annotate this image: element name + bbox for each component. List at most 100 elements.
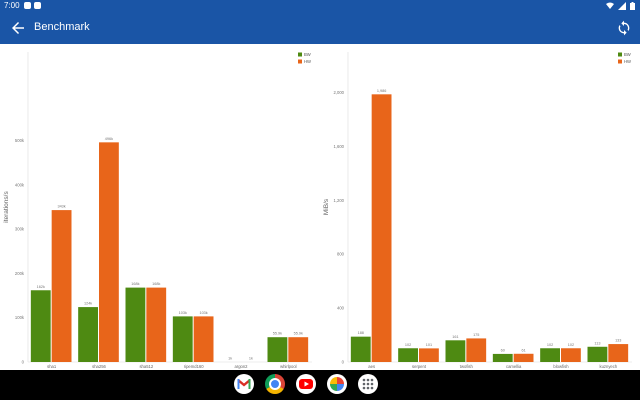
- y-axis-label: MiB/s: [323, 198, 330, 215]
- x-tick-label: twofish: [460, 364, 474, 369]
- bar-bw-sha512: [125, 287, 146, 362]
- bar-hw-sha1: [51, 210, 72, 362]
- hash-benchmark-chart: 0 100k 200k 300k 400k 500k iterations/s 162k 343…: [3, 52, 312, 369]
- bar-bw-ripemd160: [172, 316, 193, 362]
- bar-hw-kuznyech: [608, 344, 629, 362]
- bar-bw-serpent: [398, 348, 418, 362]
- system-icons: [606, 2, 635, 10]
- gear-icon: [24, 2, 31, 9]
- bar-bw-kuznyech: [587, 346, 608, 362]
- y-tick-label: 200k: [15, 271, 25, 276]
- arrow-back-icon[interactable]: [9, 19, 27, 37]
- bar-bw-sha256: [78, 307, 98, 362]
- bar-bw-blowfish: [540, 348, 560, 362]
- x-tick-label: sha256: [92, 364, 106, 369]
- y-tick-label: 300k: [15, 227, 25, 232]
- chrome-icon[interactable]: [265, 374, 285, 394]
- data-label: 161: [452, 335, 458, 339]
- benchmark-content: 0 100k 200k 300k 400k 500k iterations/s 162k 343…: [0, 44, 640, 370]
- bar-bw-sha1: [30, 290, 51, 362]
- legend-swatch-hw: [298, 59, 302, 64]
- data-label: 102: [405, 343, 411, 347]
- legend-label: BW: [304, 52, 311, 57]
- status-time: 7:00: [4, 1, 20, 10]
- gmail-icon[interactable]: [234, 374, 254, 394]
- bar-hw-twofish: [466, 338, 487, 362]
- x-tick-label: camellia: [506, 364, 522, 369]
- y-tick-label: 800: [337, 252, 345, 257]
- x-tick-label: sha1: [47, 364, 57, 369]
- data-label: 175: [473, 333, 479, 337]
- y-tick-label: 400: [337, 306, 345, 311]
- legend-swatch-bw: [298, 52, 302, 57]
- data-label: 1k: [228, 356, 232, 360]
- data-label: 113: [594, 341, 600, 345]
- x-tick-label: sha512: [139, 364, 153, 369]
- bar-bw-camellia: [492, 353, 513, 362]
- data-label: 168k: [131, 282, 139, 286]
- sd-card-icon: [34, 2, 41, 9]
- status-bar: 7:00: [0, 0, 640, 12]
- x-tick-label: blowfish: [553, 364, 569, 369]
- y-tick-label: 1,600: [334, 144, 345, 149]
- y-tick-label: 400k: [15, 182, 25, 187]
- legend-swatch-hw: [618, 59, 622, 64]
- legend-label: HW: [304, 59, 311, 64]
- bar-hw-sha512: [146, 287, 167, 362]
- data-label: 124k: [84, 302, 92, 306]
- data-label: 1k: [249, 356, 253, 360]
- photos-icon[interactable]: [327, 374, 347, 394]
- bar-hw-ripemd160: [193, 316, 214, 362]
- signal-icon: [618, 2, 626, 10]
- cipher-benchmark-chart: 0 400 800 1,200 1,600 2,000 MiB/s 188 1,986 aes 10…: [323, 52, 632, 369]
- data-label: 103k: [199, 311, 207, 315]
- navigation-bar: [0, 370, 640, 400]
- bar-hw-blowfish: [561, 348, 581, 362]
- x-tick-label: ripemd160: [184, 364, 204, 369]
- y-tick-label: 0: [22, 360, 25, 365]
- legend-label: HW: [624, 59, 631, 64]
- y-tick-label: 0: [342, 360, 345, 365]
- data-label: 55.9k: [294, 332, 303, 336]
- refresh-icon[interactable]: [616, 20, 632, 36]
- x-tick-label: serpent: [412, 364, 427, 369]
- legend-swatch-bw: [618, 52, 622, 57]
- apps-icon[interactable]: [358, 374, 378, 394]
- x-tick-label: aes: [368, 364, 375, 369]
- bar-hw-aes: [371, 94, 392, 362]
- data-label: 496k: [105, 137, 113, 141]
- bar-hw-camellia: [513, 353, 534, 362]
- data-label: 102: [568, 343, 574, 347]
- data-label: 162k: [37, 285, 45, 289]
- y-tick-label: 500k: [15, 138, 25, 143]
- data-label: 168k: [152, 282, 160, 286]
- data-label: 102: [547, 343, 553, 347]
- data-label: 101: [426, 343, 432, 347]
- wifi-icon: [606, 2, 614, 9]
- bar-bw-whirlpool: [267, 337, 288, 362]
- bar-hw-serpent: [419, 348, 439, 362]
- notification-icons: [24, 2, 41, 9]
- bar-hw-whirlpool: [288, 337, 309, 362]
- data-label: 1,986: [377, 89, 387, 93]
- battery-icon: [630, 2, 635, 10]
- x-tick-label: argon2: [234, 364, 248, 369]
- data-label: 55.9k: [273, 332, 282, 336]
- y-tick-label: 100k: [15, 315, 25, 320]
- data-label: 60: [501, 348, 505, 352]
- x-tick-label: kuznyech: [599, 364, 617, 369]
- data-label: 133: [615, 339, 621, 343]
- app-bar: Benchmark: [0, 12, 640, 44]
- y-tick-label: 1,200: [334, 198, 345, 203]
- y-tick-label: 2,000: [334, 90, 345, 95]
- x-tick-label: whirlpool: [280, 364, 297, 369]
- legend-label: BW: [624, 52, 631, 57]
- bar-bw-twofish: [445, 340, 466, 362]
- bar-hw-sha256: [99, 142, 119, 362]
- data-label: 188: [358, 331, 364, 335]
- app-dock: [234, 374, 378, 394]
- youtube-icon[interactable]: [296, 374, 316, 394]
- data-label: 343k: [57, 205, 65, 209]
- data-label: 61: [521, 348, 525, 352]
- data-label: 103k: [179, 311, 187, 315]
